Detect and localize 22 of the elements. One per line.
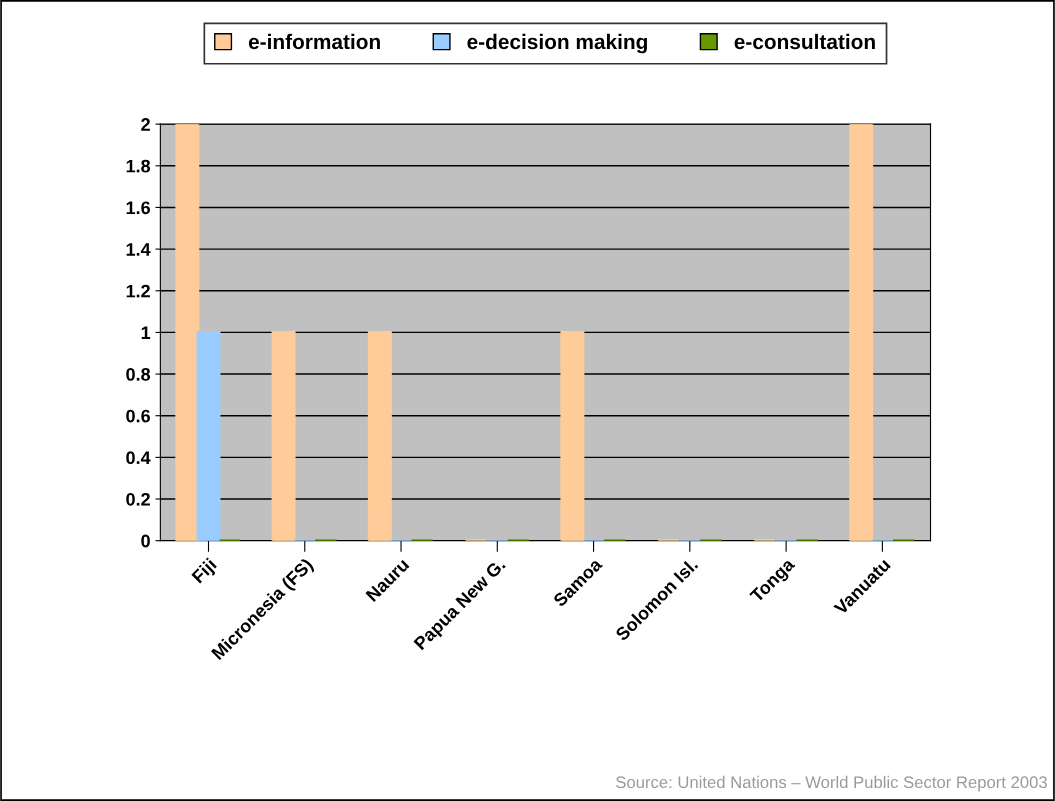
bar xyxy=(196,331,221,541)
bar xyxy=(175,124,200,541)
y-tick-label: 0.6 xyxy=(126,409,150,423)
legend-label: e-decision making xyxy=(467,33,647,54)
y-tick-label: 1.4 xyxy=(126,243,151,256)
bar xyxy=(560,331,585,541)
y-tick-label: 1.6 xyxy=(126,201,150,215)
y-tick-label: 1.2 xyxy=(126,284,150,298)
y-tick-label: 0.8 xyxy=(126,368,151,381)
y-tick-label: 1 xyxy=(141,326,151,339)
bar xyxy=(271,331,296,541)
y-tick-label: 2 xyxy=(141,118,150,131)
legend-label: e-consultation xyxy=(734,33,875,50)
y-tick-label: 1.8 xyxy=(126,159,151,173)
y-tick-label: 0.4 xyxy=(126,451,151,465)
y-tick-label: 0 xyxy=(141,534,150,548)
x-tick-label: Fiji xyxy=(190,557,220,587)
bar xyxy=(849,124,874,541)
y-tick-label: 0.2 xyxy=(126,492,150,506)
bar xyxy=(367,331,392,541)
legend-label: e-information xyxy=(248,33,380,50)
source-note: Source: United Nations – World Public Sector Report 2003 xyxy=(616,775,1047,792)
